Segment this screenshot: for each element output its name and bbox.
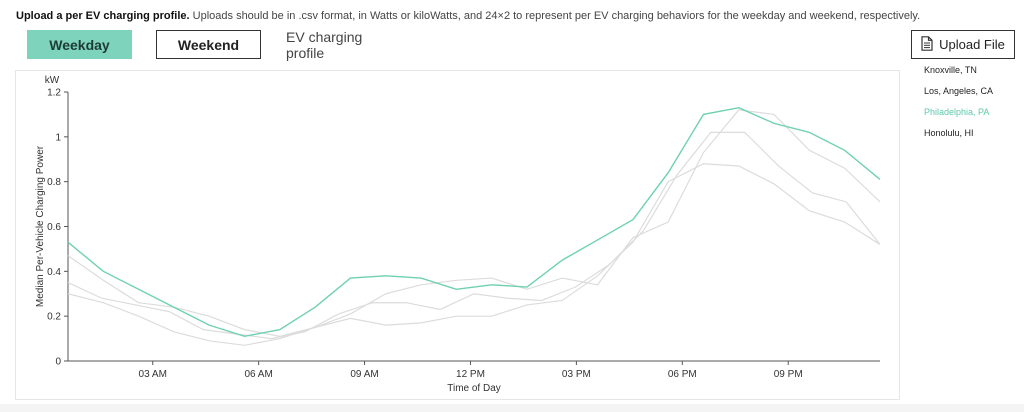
y-tick-label: 0.8 xyxy=(47,177,61,188)
y-tick-label: 0.4 xyxy=(47,267,61,278)
upload-file-label: Upload File xyxy=(939,37,1005,52)
upload-instructions: Upload a per EV charging profile. Upload… xyxy=(16,10,1016,22)
x-tick-label: 03 AM xyxy=(139,369,167,380)
series-line-los-angeles-ca xyxy=(67,131,881,340)
x-axis-title: Time of Day xyxy=(447,383,501,394)
x-tick-label: 06 PM xyxy=(668,369,697,380)
instructions-title: Upload a per EV charging profile. xyxy=(16,10,190,22)
x-tick-label: 06 AM xyxy=(244,369,272,380)
series-line-philadelphia-pa xyxy=(67,106,881,338)
tab-ev-charging-profile[interactable]: EV charging profile xyxy=(286,28,363,61)
document-icon xyxy=(921,35,933,54)
x-tick-label: 09 PM xyxy=(774,369,803,380)
x-tick-label: 09 AM xyxy=(350,369,378,380)
tab-weekend[interactable]: Weekend xyxy=(156,30,261,59)
y-tick-label: 0.6 xyxy=(47,222,61,233)
charging-profile-chart: 0 0.2 0.4 0.6 0.8 1 1.2 kW 03 AM 06 AM 09 AM 12 PM 0… xyxy=(35,75,881,394)
instructions-text: Uploads should be in .csv format, in Wat… xyxy=(189,10,921,22)
legend-item-knoxville[interactable]: Knoxville, TN xyxy=(924,65,977,75)
y-tick-label: 1 xyxy=(55,132,61,143)
y-tick-label: 0.2 xyxy=(47,312,61,323)
chart-frame xyxy=(15,70,900,400)
y-axis-title: Median Per-Vehicle Charging Power xyxy=(35,145,46,307)
y-tick-label: 0 xyxy=(55,357,61,368)
tab-weekday[interactable]: Weekday xyxy=(27,30,132,59)
series-line-honolulu-hi xyxy=(67,163,881,346)
y-tick-label: 1.2 xyxy=(47,88,61,99)
upload-file-button[interactable]: Upload File xyxy=(911,30,1015,59)
bottom-bar xyxy=(0,404,1024,412)
series-line-knoxville-tn xyxy=(67,109,881,337)
x-tick-label: 12 PM xyxy=(456,369,485,380)
legend-item-philadelphia[interactable]: Philadelphia, PA xyxy=(924,107,990,117)
legend-item-los-angeles[interactable]: Los, Angeles, CA xyxy=(924,86,994,96)
legend-item-honolulu[interactable]: Honolulu, HI xyxy=(924,128,974,138)
x-tick-label: 03 PM xyxy=(562,369,591,380)
y-unit-label: kW xyxy=(45,75,60,86)
chart-legend: Knoxville, TN Los, Angeles, CA Philadelp… xyxy=(924,66,993,150)
